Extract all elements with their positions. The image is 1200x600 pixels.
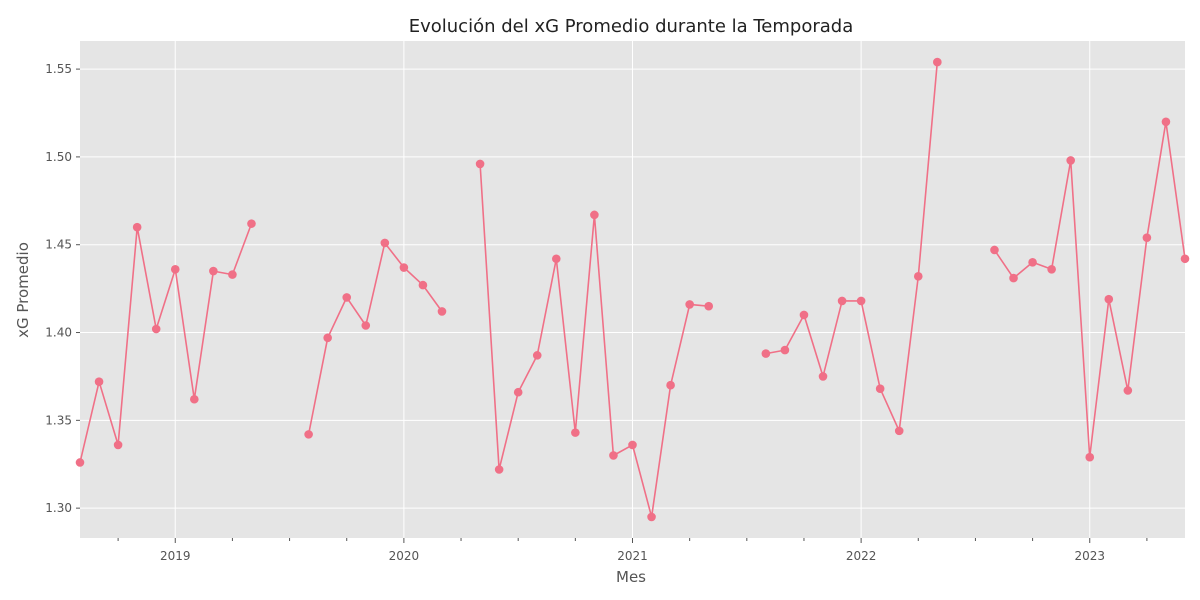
data-point xyxy=(475,159,485,169)
data-point xyxy=(132,222,142,232)
data-point xyxy=(1161,117,1171,127)
data-point xyxy=(1085,452,1095,462)
data-point xyxy=(209,266,218,276)
data-point xyxy=(780,345,790,355)
data-point xyxy=(361,321,371,330)
data-point xyxy=(323,333,332,343)
data-point xyxy=(228,270,237,279)
data-point xyxy=(609,451,618,460)
data-point xyxy=(894,426,904,436)
data-point xyxy=(837,296,847,306)
data-point xyxy=(647,512,656,522)
data-point xyxy=(1104,294,1114,304)
data-point xyxy=(94,377,104,386)
data-point xyxy=(590,210,599,220)
y-tick-label: 1.55 xyxy=(45,62,72,76)
data-point xyxy=(1009,273,1018,283)
data-point xyxy=(571,428,580,437)
data-point xyxy=(875,384,885,394)
y-tick-label: 1.35 xyxy=(45,413,72,427)
series-segment xyxy=(79,223,253,463)
y-tick-label: 1.45 xyxy=(45,238,72,252)
data-point xyxy=(818,372,828,381)
chart-title: Evolución del xG Promedio durante la Tem… xyxy=(409,16,854,37)
data-point xyxy=(761,349,771,358)
x-tick-label: 2020 xyxy=(389,549,420,563)
series-segment xyxy=(765,62,939,432)
data-point xyxy=(418,280,428,290)
data-point xyxy=(856,296,866,306)
y-tick-label: 1.40 xyxy=(45,326,72,340)
data-point xyxy=(399,263,409,272)
y-axis-label: xG Promedio xyxy=(14,242,32,338)
series-segment xyxy=(307,242,443,435)
data-point xyxy=(799,310,809,320)
data-point xyxy=(151,324,161,334)
data-point xyxy=(551,254,561,264)
x-tick-label: 2019 xyxy=(160,549,191,563)
x-axis-label: Mes xyxy=(616,568,646,586)
data-point xyxy=(437,307,447,316)
data-point xyxy=(666,380,675,390)
data-point xyxy=(628,440,637,450)
data-point xyxy=(380,238,390,248)
data-point xyxy=(532,351,542,360)
data-point xyxy=(704,301,714,311)
data-point xyxy=(170,265,180,274)
x-tick-label: 2023 xyxy=(1074,549,1105,563)
data-point xyxy=(933,57,942,67)
y-tick-label: 1.50 xyxy=(45,150,72,164)
data-point xyxy=(113,440,123,450)
data-point xyxy=(304,430,313,439)
data-point xyxy=(513,387,523,397)
x-tick-label: 2021 xyxy=(617,549,648,563)
data-point xyxy=(342,293,352,302)
axis-ticks: 1.30 1.35 1.40 1.45 1.50 1.55 2019 2020 2021 2022… xyxy=(45,62,1148,563)
data-point xyxy=(1047,265,1056,274)
data-point xyxy=(1142,233,1152,242)
data-point xyxy=(1123,386,1133,395)
data-point xyxy=(990,245,999,255)
y-tick-label: 1.30 xyxy=(45,501,72,515)
data-point xyxy=(685,300,694,309)
data-point xyxy=(1180,254,1190,264)
data-point xyxy=(1028,257,1037,267)
data-point xyxy=(913,272,923,281)
x-tick-label: 2022 xyxy=(846,549,877,563)
data-point xyxy=(494,465,504,474)
data-point xyxy=(247,219,256,228)
data-point xyxy=(75,458,85,467)
data-point xyxy=(1066,156,1075,165)
data-point xyxy=(190,394,199,404)
series-points xyxy=(75,57,1190,522)
